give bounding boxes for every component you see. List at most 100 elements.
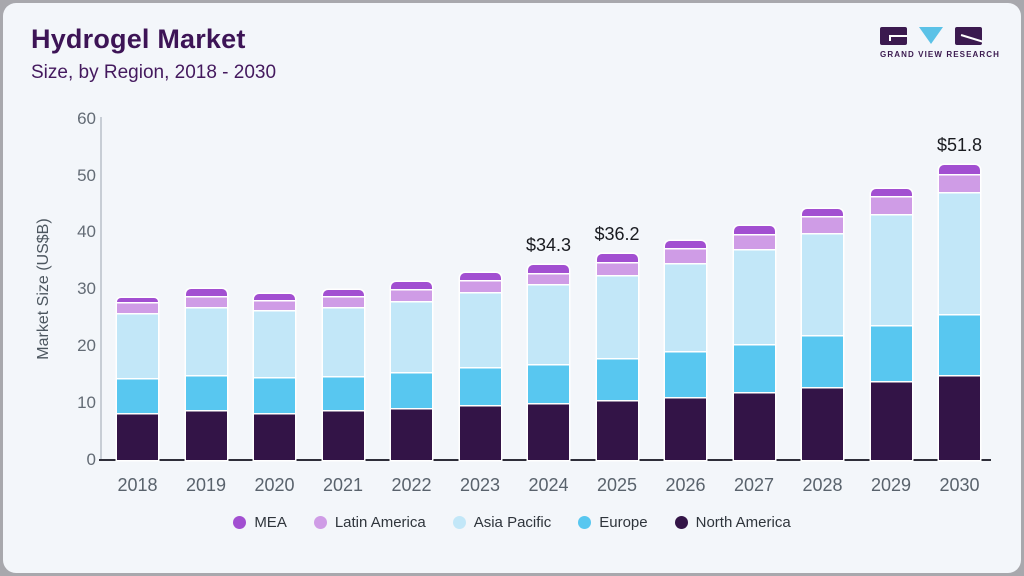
legend-swatch-north-america [674, 516, 688, 529]
bar-segment-latin-america-2028 [802, 216, 843, 233]
logo-g-block [880, 26, 907, 45]
bar-segment-europe-2022 [391, 371, 432, 409]
legend-label-asia-pacific: Asia Pacific [473, 514, 552, 531]
bar-segment-asia-pacific-2020 [254, 309, 295, 377]
legend-swatch-europe [578, 516, 592, 529]
y-tick-20: 20 [77, 336, 96, 356]
bar-segment-north-america-2020 [254, 412, 295, 460]
x-tick-2025: 2025 [596, 475, 638, 495]
bar-segment-asia-pacific-2019 [185, 307, 227, 376]
bar-segment-europe-2024 [528, 363, 569, 404]
bar-segment-latin-america-2022 [391, 289, 432, 302]
bar-segment-north-america-2029 [870, 381, 912, 460]
bar-segment-asia-pacific-2018 [117, 313, 158, 379]
legend-label-europe: Europe [599, 514, 648, 531]
bar-segment-mea-2026 [665, 240, 706, 249]
bar-segment-asia-pacific-2021 [322, 306, 364, 376]
bar-segment-mea-2024 [528, 264, 569, 273]
bar-segment-north-america-2021 [322, 409, 364, 460]
bar-segment-north-america-2028 [802, 386, 843, 460]
bar-segment-latin-america-2027 [733, 233, 775, 249]
page-title: Hydrogel Market [31, 24, 246, 54]
legend-label-latin-america: Latin America [334, 514, 426, 531]
y-tick-30: 30 [77, 279, 96, 299]
legend-item-asia-pacific: Asia Pacific [452, 514, 552, 531]
logo-r-block [955, 26, 982, 45]
logo-v-triangle-icon [919, 27, 943, 44]
bar-segment-asia-pacific-2024 [528, 283, 569, 364]
bar-segment-latin-america-2021 [322, 296, 364, 307]
bar-segment-latin-america-2020 [254, 300, 295, 310]
y-tick-40: 40 [77, 222, 96, 242]
bar-segment-latin-america-2018 [117, 302, 158, 314]
gvr-logo: GRAND VIEW RESEARCH [880, 26, 1001, 59]
bar-segment-latin-america-2019 [185, 295, 227, 308]
bar-segment-mea-2022 [391, 282, 432, 290]
x-tick-2028: 2028 [802, 475, 843, 495]
bar-segment-mea-2020 [254, 293, 295, 301]
bar-segment-asia-pacific-2027 [733, 248, 775, 344]
y-tick-10: 10 [77, 393, 96, 413]
bar-segment-europe-2018 [117, 378, 158, 414]
bar-segment-europe-2026 [665, 350, 706, 397]
legend-item-mea: MEA [233, 514, 287, 531]
bar-segment-asia-pacific-2026 [665, 263, 706, 351]
bar-segment-latin-america-2024 [528, 272, 569, 284]
bar-segment-latin-america-2025 [596, 261, 638, 275]
value-label-2025: $36.2 [594, 224, 640, 245]
bar-segment-latin-america-2030 [939, 174, 980, 192]
bar-segment-latin-america-2029 [870, 195, 912, 215]
x-tick-2026: 2026 [665, 475, 706, 495]
bar-segment-latin-america-2023 [459, 280, 501, 293]
legend-item-europe: Europe [578, 514, 648, 531]
bar-segment-north-america-2023 [459, 405, 501, 460]
x-tick-2020: 2020 [254, 475, 295, 495]
bar-segment-north-america-2030 [939, 374, 980, 460]
bar-segment-europe-2021 [322, 375, 364, 410]
bar-segment-mea-2018 [117, 297, 158, 303]
bar-segment-asia-pacific-2030 [939, 192, 980, 314]
bar-segment-latin-america-2026 [665, 248, 706, 264]
bar-segment-europe-2023 [459, 367, 501, 406]
bar-segment-north-america-2018 [117, 413, 158, 460]
x-tick-2030: 2030 [939, 475, 980, 495]
bar-segment-mea-2019 [185, 288, 227, 296]
bar-segment-europe-2020 [254, 376, 295, 413]
legend-swatch-mea [233, 516, 247, 529]
legend-label-mea: MEA [254, 514, 287, 531]
x-axis-line [99, 459, 991, 461]
bar-segment-mea-2023 [459, 273, 501, 281]
y-tick-0: 0 [86, 450, 96, 469]
value-label-2024: $34.3 [525, 234, 572, 255]
bar-segment-europe-2019 [185, 375, 227, 411]
y-tick-60: 60 [77, 108, 96, 128]
x-tick-2023: 2023 [459, 475, 501, 495]
x-tick-2021: 2021 [322, 475, 364, 495]
y-axis-title: Market Size (US$B) [35, 218, 52, 360]
bar-segment-north-america-2027 [733, 392, 775, 460]
bar-segment-north-america-2026 [665, 396, 706, 460]
legend-swatch-latin-america [313, 516, 327, 529]
bar-segment-north-america-2019 [185, 410, 227, 460]
bar-segment-europe-2028 [802, 334, 843, 387]
bar-segment-europe-2025 [596, 358, 638, 401]
value-label-2030: $51.8 [936, 135, 983, 156]
gvr-logo-marks [880, 26, 982, 45]
x-tick-2024: 2024 [528, 475, 569, 495]
x-tick-2029: 2029 [870, 475, 912, 495]
x-tick-2018: 2018 [117, 475, 158, 495]
bar-segment-north-america-2025 [596, 400, 638, 460]
bar-segment-europe-2027 [733, 343, 775, 393]
bar-segment-europe-2030 [939, 313, 980, 375]
logo-wordmark: GRAND VIEW RESEARCH [880, 50, 1001, 59]
bar-segment-asia-pacific-2028 [802, 232, 843, 335]
bar-segment-mea-2028 [802, 209, 843, 217]
legend-swatch-asia-pacific [452, 516, 466, 529]
x-tick-2022: 2022 [391, 475, 432, 495]
chart-card [3, 3, 1021, 573]
x-tick-2027: 2027 [733, 475, 775, 495]
y-tick-50: 50 [77, 165, 96, 185]
legend-label-north-america: North America [695, 514, 791, 531]
x-tick-2019: 2019 [185, 475, 227, 495]
y-axis-line [100, 117, 102, 460]
